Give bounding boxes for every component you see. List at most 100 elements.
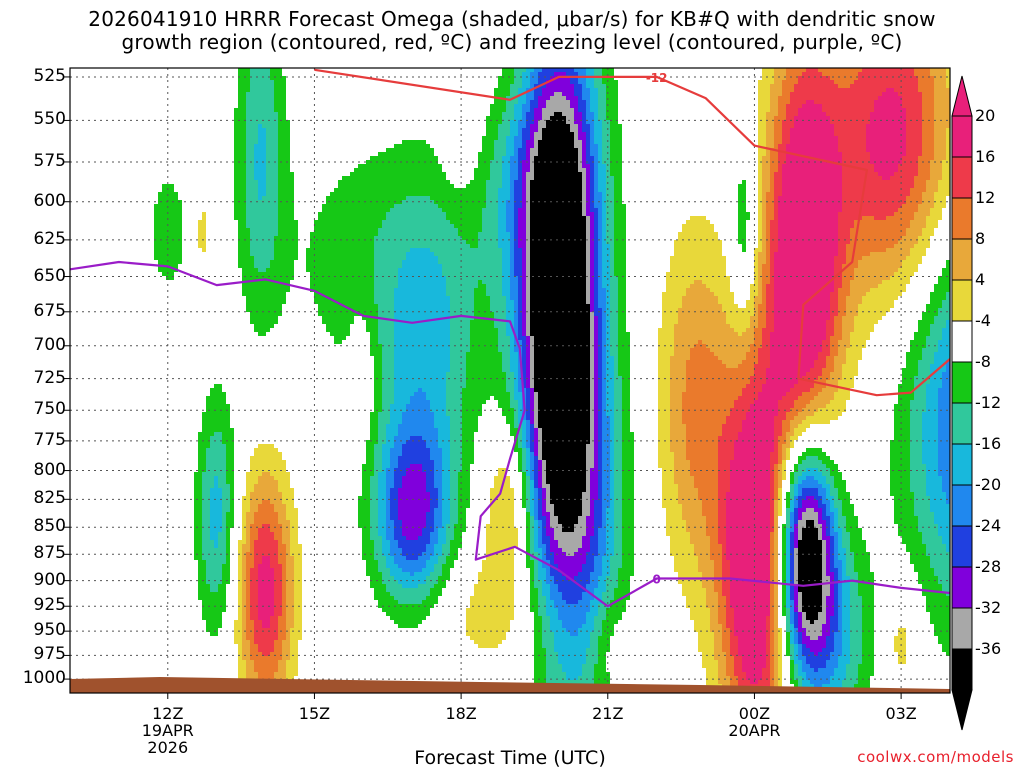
omega-shading-cell [774, 328, 826, 332]
omega-shading-cell [530, 460, 534, 464]
omega-shading-cell [774, 68, 786, 72]
omega-shading-cell [238, 104, 246, 108]
omega-shading-cell [818, 516, 822, 520]
omega-shading-cell [558, 584, 586, 588]
omega-shading-cell [490, 176, 502, 180]
omega-shading-cell [790, 140, 838, 144]
omega-shading-cell [598, 116, 606, 120]
omega-shading-cell [594, 376, 598, 380]
omega-shading-cell [890, 492, 914, 496]
omega-shading-cell [258, 184, 266, 188]
omega-shading-cell [934, 112, 950, 116]
omega-shading-cell [822, 536, 830, 540]
omega-shading-cell [250, 84, 274, 88]
omega-shading-cell [906, 152, 922, 156]
omega-shading-cell [890, 468, 910, 472]
omega-shading-cell [378, 472, 386, 476]
omega-shading-cell [830, 376, 842, 380]
omega-shading-cell [602, 388, 606, 392]
omega-shading-cell [522, 436, 526, 440]
omega-shading-cell [946, 152, 950, 156]
omega-shading-cell [774, 448, 778, 452]
omega-shading-cell [278, 204, 294, 208]
omega-shading-cell [790, 512, 794, 516]
omega-shading-cell [758, 196, 762, 200]
omega-shading-cell [206, 464, 226, 468]
omega-shading-cell [534, 404, 538, 408]
omega-shading-cell [534, 568, 538, 572]
omega-shading-cell [554, 536, 582, 540]
omega-shading-cell [766, 248, 770, 252]
omega-shading-cell [590, 220, 594, 224]
omega-shading-cell [586, 68, 594, 72]
omega-shading-cell [266, 188, 278, 192]
omega-shading-cell [518, 324, 522, 328]
omega-shading-cell [510, 164, 518, 168]
omega-shading-cell [594, 132, 602, 136]
omega-shading-cell [498, 80, 514, 84]
omega-shading-cell [430, 400, 446, 404]
omega-shading-cell [378, 508, 386, 512]
omega-shading-cell [442, 452, 450, 456]
omega-shading-cell [354, 168, 442, 172]
omega-shading-cell [906, 124, 922, 128]
omega-shading-cell [578, 520, 586, 524]
omega-shading-cell [254, 544, 278, 548]
omega-shading-cell [586, 588, 594, 592]
omega-shading-cell [766, 320, 774, 324]
omega-shading-cell [374, 540, 382, 544]
omega-shading-cell [518, 304, 522, 308]
omega-shading-cell [758, 280, 762, 284]
omega-shading-cell [922, 440, 938, 444]
omega-shading-cell [282, 540, 290, 544]
omega-shading-cell [610, 440, 614, 444]
omega-shading-cell [582, 92, 590, 96]
omega-shading-cell [590, 136, 594, 140]
omega-shading-cell [822, 544, 826, 548]
omega-shading-cell [286, 588, 294, 592]
omega-shading-cell [250, 232, 278, 236]
omega-shading-cell [446, 212, 482, 216]
omega-shading-cell [542, 500, 546, 504]
omega-shading-cell [282, 576, 286, 580]
omega-shading-cell [850, 536, 862, 540]
omega-shading-cell [374, 264, 402, 268]
omega-shading-cell [374, 588, 386, 592]
omega-shading-cell [614, 384, 622, 388]
omega-shading-cell [934, 156, 946, 160]
omega-shading-cell [222, 564, 230, 568]
omega-shading-cell [858, 312, 886, 316]
omega-shading-cell [930, 500, 946, 504]
omega-shading-cell [914, 68, 930, 72]
omega-shading-cell [246, 192, 258, 196]
omega-shading-cell [258, 196, 262, 200]
omega-shading-cell [506, 388, 514, 392]
omega-shading-cell [510, 196, 514, 200]
omega-shading-cell [854, 220, 910, 224]
omega-shading-cell [270, 500, 282, 504]
omega-shading-cell [226, 556, 230, 560]
omega-shading-cell [766, 312, 774, 316]
omega-shading-cell [522, 476, 526, 480]
omega-shading-cell [794, 504, 798, 508]
omega-shading-cell [694, 552, 710, 556]
omega-shading-cell [498, 236, 510, 240]
omega-shading-cell [486, 184, 502, 188]
omega-shading-cell [622, 560, 634, 564]
omega-shading-cell [238, 96, 246, 100]
omega-shading-cell [746, 412, 778, 416]
omega-shading-cell [590, 364, 594, 368]
omega-shading-cell [522, 448, 526, 452]
omega-shading-cell [906, 232, 922, 236]
omega-shading-cell [814, 520, 818, 524]
omega-shading-cell [782, 524, 786, 528]
omega-shading-cell [614, 484, 622, 488]
omega-shading-cell [806, 372, 822, 376]
omega-shading-cell [498, 128, 510, 132]
omega-shading-cell [786, 68, 806, 72]
omega-shading-cell [258, 180, 266, 184]
omega-shading-cell [774, 572, 778, 576]
omega-shading-cell [514, 208, 518, 212]
omega-shading-cell [398, 504, 430, 508]
omega-shading-cell [582, 144, 586, 148]
